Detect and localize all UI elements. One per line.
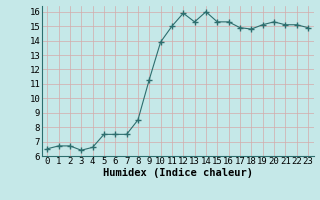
X-axis label: Humidex (Indice chaleur): Humidex (Indice chaleur) [103, 168, 252, 178]
